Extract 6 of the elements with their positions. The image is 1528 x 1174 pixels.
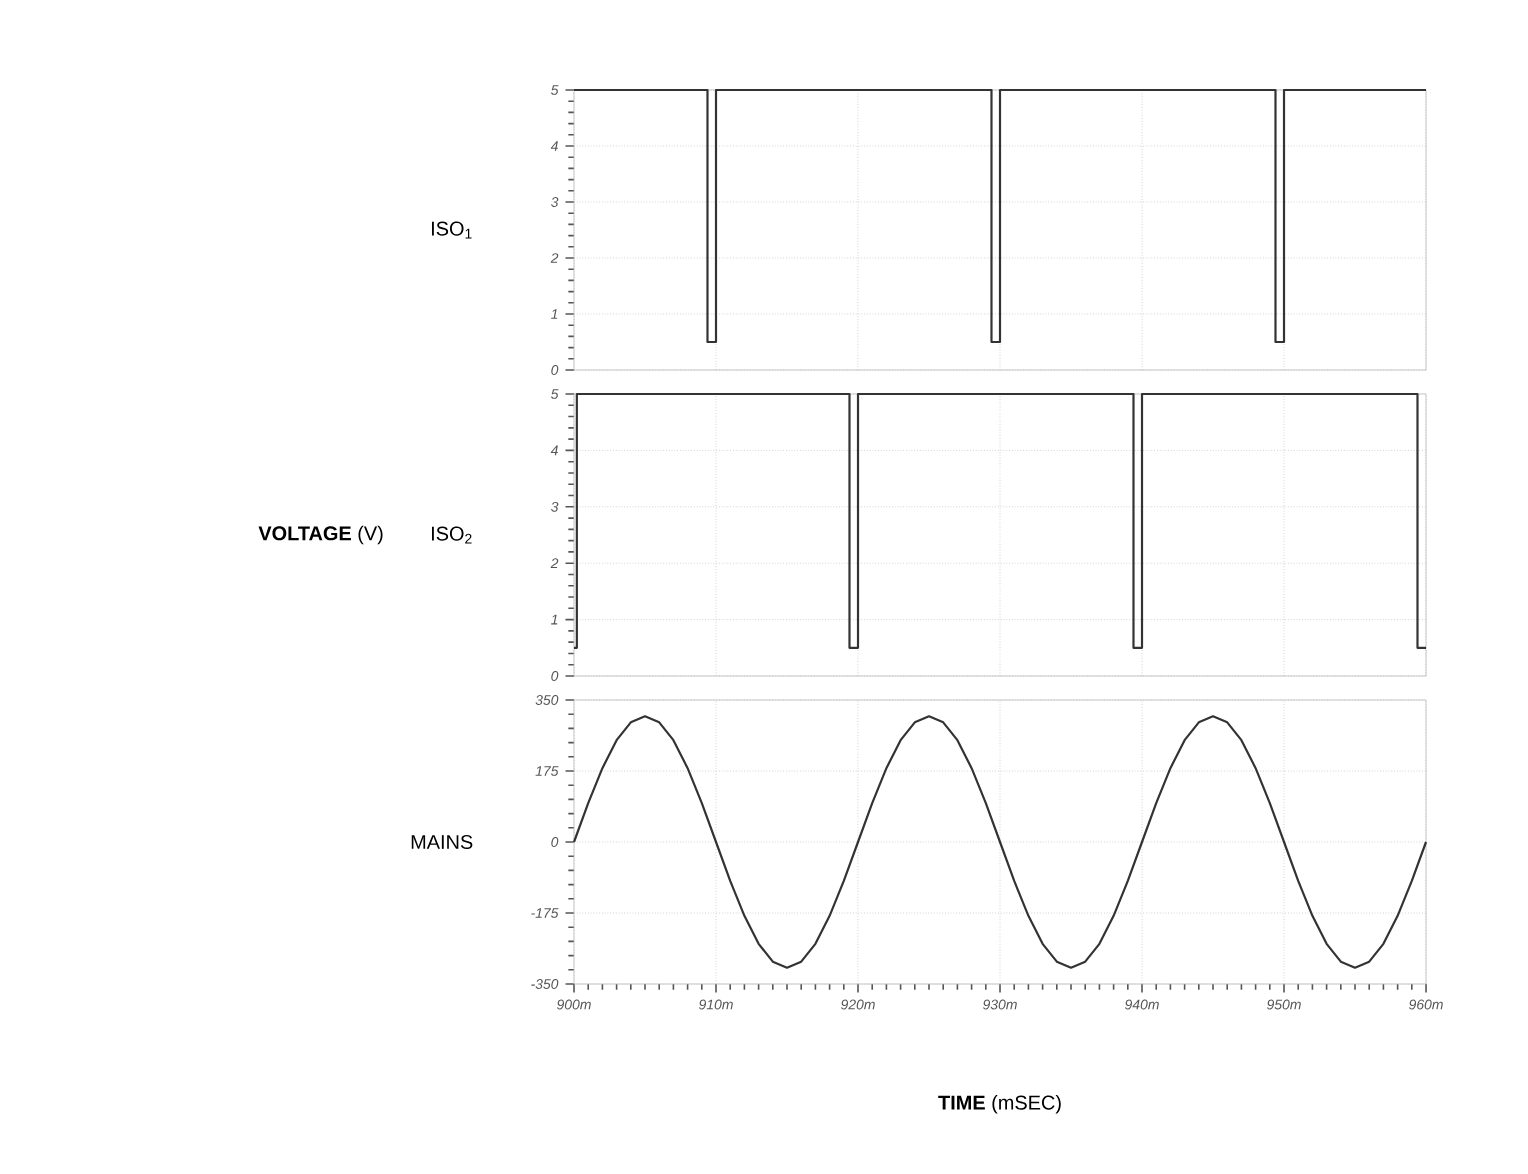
y-axis-title: ISO$_{1}$: [432, 221, 472, 239]
text: VOLTAGE (V): [258, 525, 383, 545]
y-axis-title: MAINS: [411, 834, 473, 850]
line-series: [572, 715, 1428, 969]
y-axis-title: ISO$_{2}$: [432, 526, 472, 544]
x-axis-title: TIME (mSEC): [938, 1095, 1061, 1114]
